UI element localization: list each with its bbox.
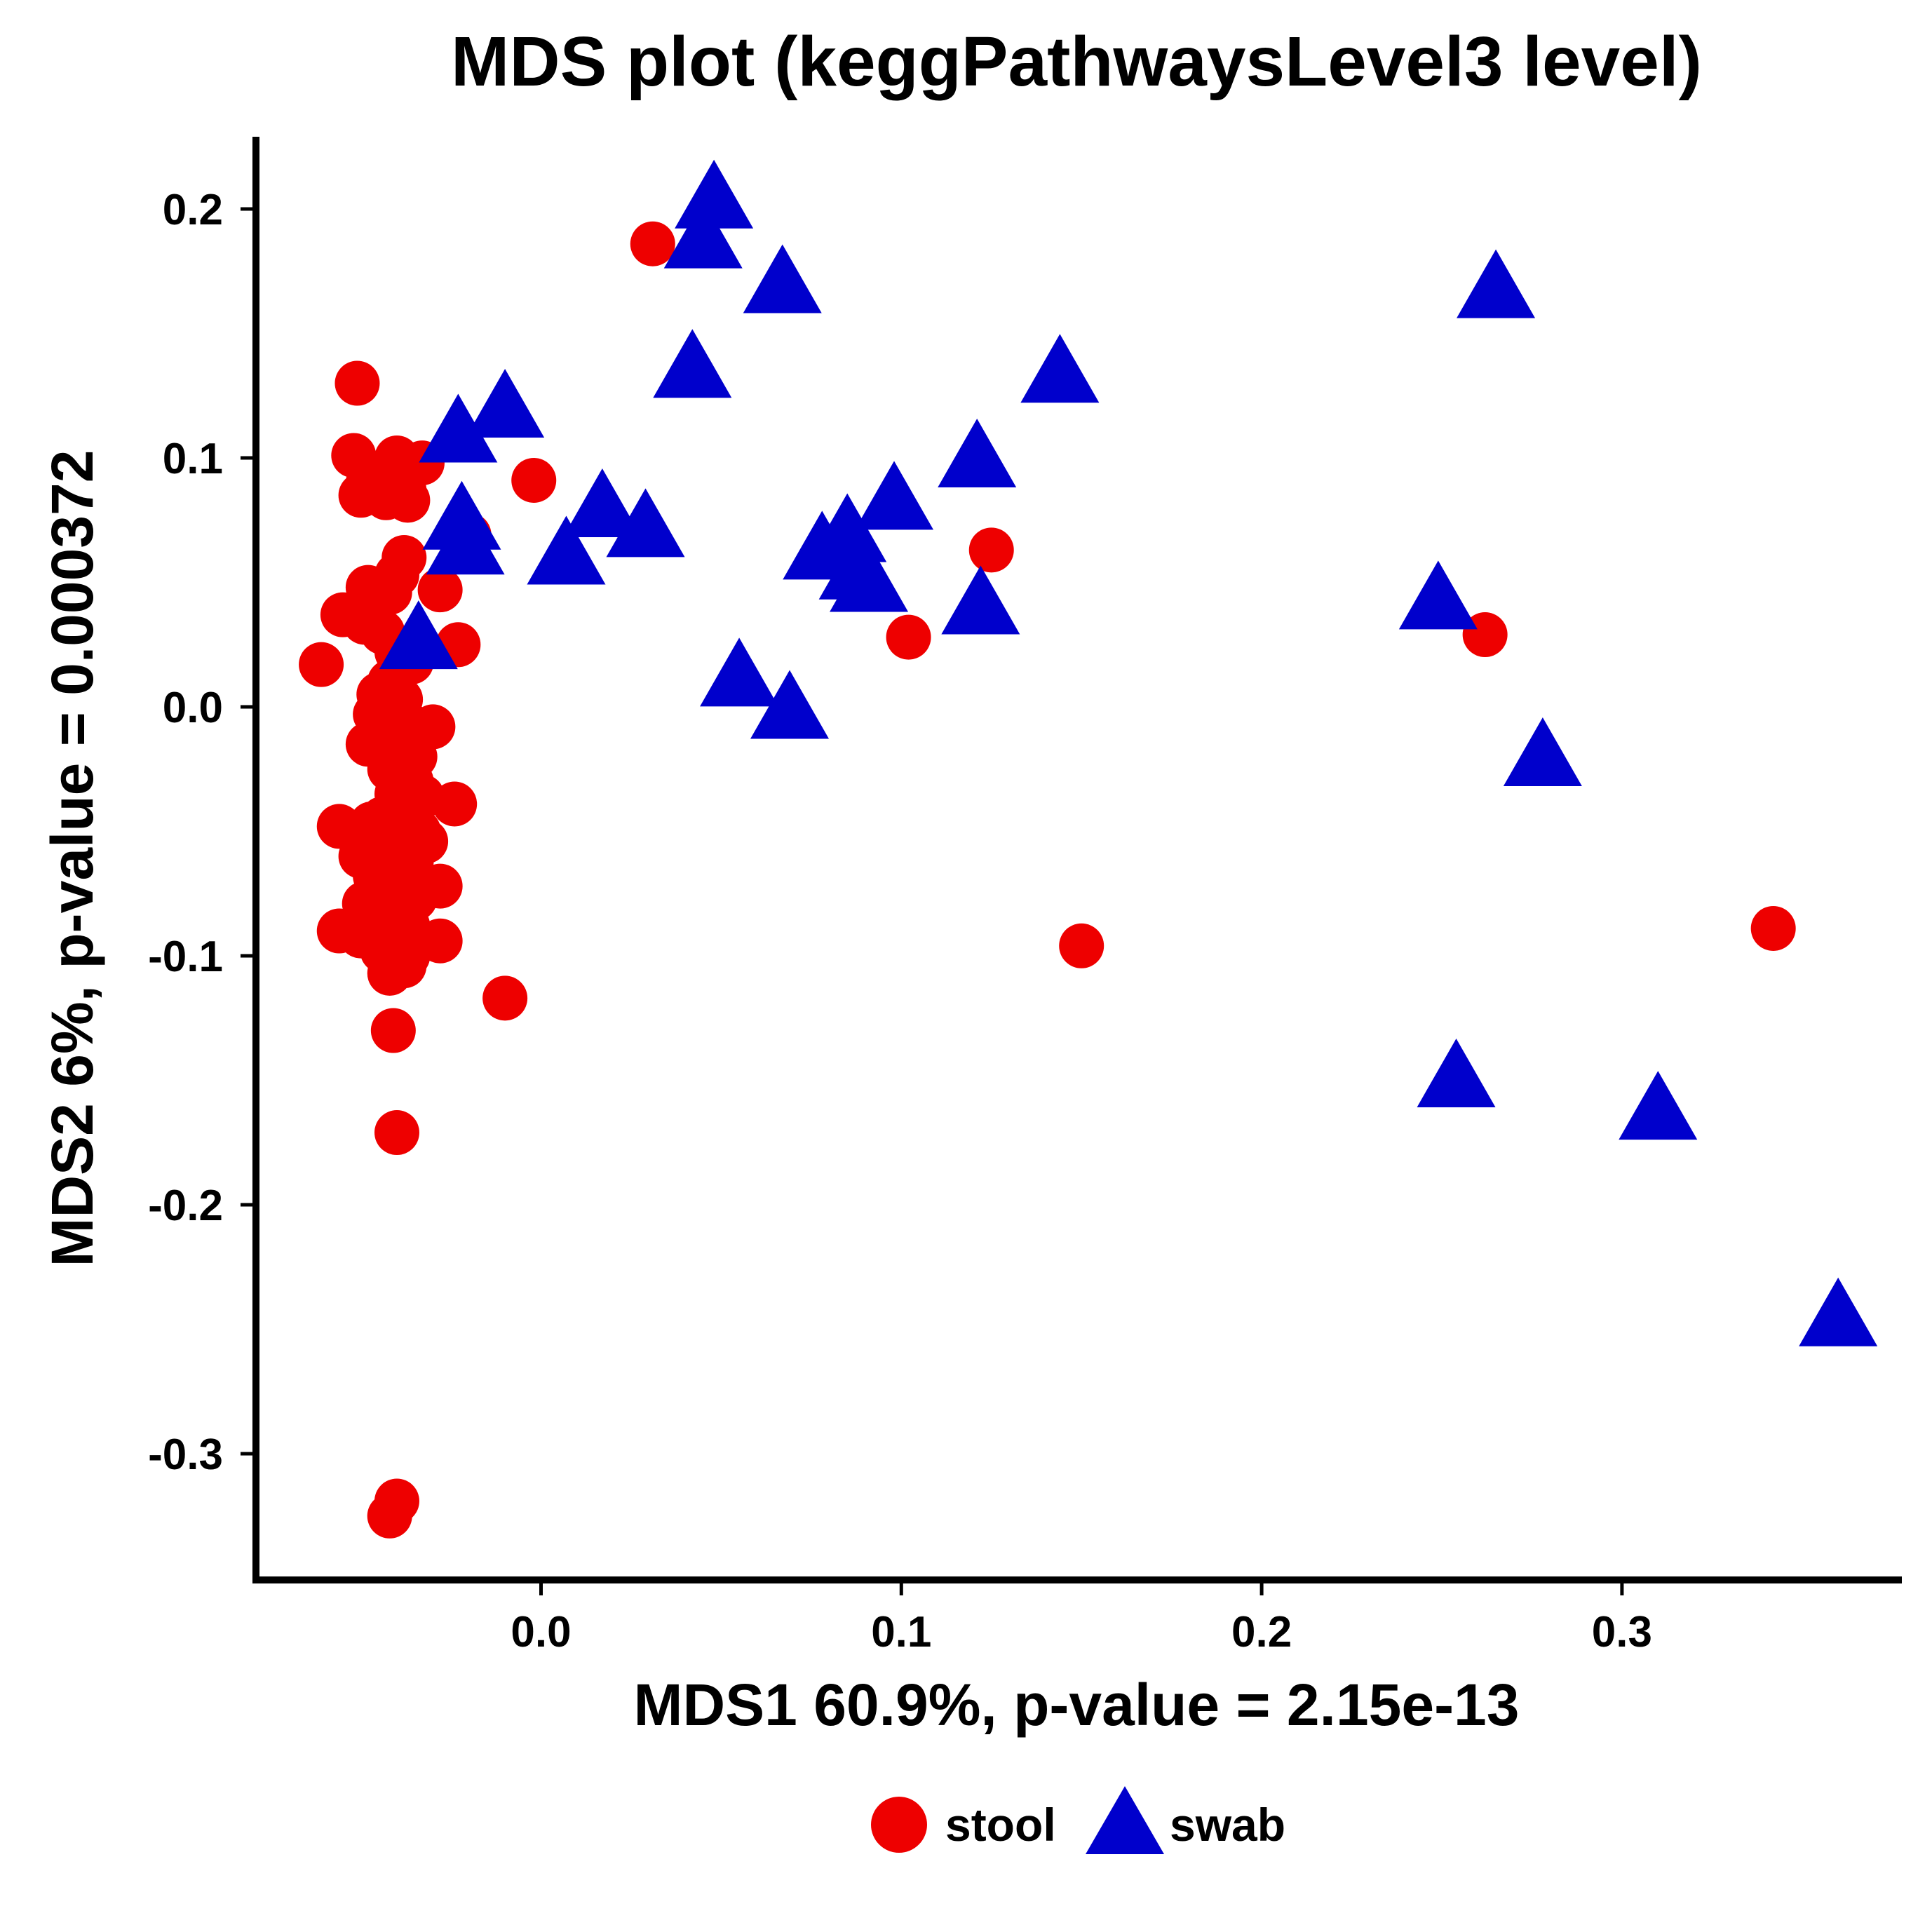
stool-point — [968, 527, 1014, 573]
swab-point — [1020, 334, 1100, 403]
swab-point — [938, 419, 1017, 487]
x-tick-label: 0.3 — [1592, 1608, 1652, 1656]
swab-point — [426, 506, 505, 575]
swab-point — [941, 565, 1020, 635]
swab-point — [675, 159, 754, 229]
legend-swab-marker — [1086, 1786, 1164, 1854]
swab-point — [419, 393, 498, 463]
y-axis-label: MDS2 6%, p-value = 0.000372 — [39, 450, 105, 1267]
stool-point — [886, 614, 931, 660]
swab-point — [750, 670, 830, 739]
swab-point — [1799, 1277, 1878, 1346]
swab-point — [663, 199, 743, 269]
x-tick-label: 0.1 — [871, 1608, 931, 1656]
legend-stool-label: stool — [945, 1799, 1056, 1851]
swab-point — [743, 244, 822, 313]
chart-title: MDS plot (keggPathwaysLevel3 level) — [451, 22, 1702, 101]
swab-point — [1457, 249, 1536, 318]
stool-point — [370, 1008, 416, 1053]
stool-point — [374, 1110, 419, 1156]
swab-point — [1503, 717, 1582, 786]
swab-point — [1398, 560, 1478, 630]
x-tick-label: 0.0 — [511, 1608, 571, 1656]
series-swab — [379, 159, 1878, 1346]
swab-point — [606, 488, 685, 558]
y-tick-label: -0.1 — [148, 933, 223, 981]
swab-point — [466, 369, 545, 438]
swab-point — [830, 543, 909, 612]
stool-point — [367, 569, 412, 615]
y-tick-label: 0.1 — [163, 435, 223, 483]
stool-point — [511, 457, 557, 503]
y-axis-ticks: 0.2 0.1 0.0 -0.1 -0.2 -0.3 — [148, 186, 256, 1479]
stool-point — [1750, 905, 1796, 951]
legend-stool-marker — [871, 1797, 927, 1853]
swab-point — [855, 461, 934, 530]
stool-point — [335, 360, 380, 406]
y-tick-label: 0.0 — [163, 684, 223, 732]
legend-swab-label: swab — [1170, 1799, 1285, 1851]
plot-area — [299, 159, 1878, 1539]
swab-point — [808, 493, 887, 562]
x-tick-label: 0.2 — [1231, 1608, 1292, 1656]
stool-point — [1059, 923, 1105, 968]
stool-point — [630, 221, 675, 266]
stool-point — [432, 781, 478, 827]
swab-point — [700, 637, 779, 707]
swab-point — [653, 329, 732, 398]
stool-point — [367, 1493, 412, 1539]
x-axis-ticks: 0.0 0.1 0.2 0.3 — [511, 1580, 1652, 1656]
stool-point — [417, 567, 463, 613]
stool-point — [385, 478, 431, 523]
stool-point — [299, 642, 344, 687]
y-tick-label: 0.2 — [163, 186, 223, 234]
y-tick-label: -0.3 — [148, 1431, 223, 1479]
swab-point — [379, 600, 458, 670]
swab-point — [1417, 1038, 1496, 1107]
swab-point — [527, 515, 606, 585]
swab-point — [1619, 1071, 1698, 1140]
stool-point — [482, 975, 528, 1021]
y-tick-label: -0.2 — [148, 1182, 223, 1230]
stool-point — [367, 950, 412, 996]
swab-point — [562, 468, 642, 537]
x-axis-label: MDS1 60.9%, p-value = 2.15e-13 — [634, 1672, 1520, 1738]
legend: stool swab — [871, 1786, 1285, 1854]
